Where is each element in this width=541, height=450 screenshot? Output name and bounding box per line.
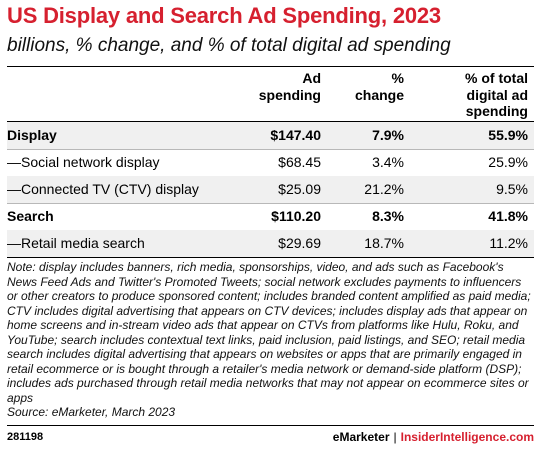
footer-rule: [7, 425, 534, 426]
table-row: —Social network display $68.45 3.4% 25.9…: [7, 149, 534, 176]
cell-pct-change: 8.3%: [372, 208, 404, 224]
brand-insiderintelligence: InsiderIntelligence.com: [400, 430, 534, 444]
table-row: —Retail media search $29.69 18.7% 11.2%: [7, 230, 534, 257]
cell-ad-spending: $25.09: [278, 181, 321, 197]
row-label: Display: [7, 127, 57, 143]
column-header-line: spending: [258, 86, 321, 103]
table-bottom-rule: [7, 257, 534, 258]
cell-ad-spending: $147.40: [270, 127, 321, 143]
cell-pct-total: 9.5%: [496, 181, 528, 197]
brand-separator: |: [393, 430, 397, 444]
cell-pct-change: 3.4%: [372, 154, 404, 170]
row-divider: [7, 203, 534, 204]
row-label: Search: [7, 208, 54, 224]
column-header-line: % of total: [465, 70, 528, 86]
table-row: —Connected TV (CTV) display $25.09 21.2%…: [7, 176, 534, 203]
row-label: —Social network display: [7, 154, 160, 170]
chart-subtitle: billions, % change, and % of total digit…: [7, 35, 451, 56]
header-bottom-rule: [7, 121, 534, 122]
column-header-line: digital ad: [466, 86, 528, 103]
column-header-pct-change: % change: [355, 70, 404, 103]
cell-ad-spending: $29.69: [278, 235, 321, 251]
column-header-pct-total: % of total digital ad spending: [465, 70, 528, 120]
cell-pct-total: 55.9%: [488, 127, 528, 143]
footnote: Note: display includes banners, rich med…: [7, 260, 534, 420]
header-top-rule: [7, 66, 534, 67]
cell-ad-spending: $68.45: [278, 154, 321, 170]
row-label: —Retail media search: [7, 235, 145, 251]
cell-pct-change: 18.7%: [364, 235, 404, 251]
table-row: Search $110.20 8.3% 41.8%: [7, 203, 534, 230]
cell-pct-total: 41.8%: [488, 208, 528, 224]
column-header-line: %: [391, 70, 404, 86]
table-row: Display $147.40 7.9% 55.9%: [7, 122, 534, 149]
chart-id: 281198: [7, 431, 44, 443]
column-header-line: Ad: [302, 70, 321, 86]
cell-pct-total: 11.2%: [489, 235, 528, 251]
column-header-ad-spending: Ad spending: [259, 70, 321, 103]
column-header-line: change: [354, 86, 404, 103]
note-text: Note: display includes banners, rich med…: [7, 260, 531, 405]
cell-pct-total: 25.9%: [488, 154, 528, 170]
source-text: Source: eMarketer, March 2023: [7, 405, 176, 419]
column-header-line: spending: [465, 103, 528, 119]
cell-pct-change: 7.9%: [372, 127, 404, 143]
cell-ad-spending: $110.20: [271, 208, 321, 224]
footer-brand: eMarketer | InsiderIntelligence.com: [333, 430, 534, 444]
cell-pct-change: 21.2%: [364, 181, 404, 197]
row-label: —Connected TV (CTV) display: [7, 181, 199, 197]
row-divider: [7, 149, 534, 150]
chart-title: US Display and Search Ad Spending, 2023: [7, 3, 441, 28]
brand-emarketer: eMarketer: [332, 430, 390, 444]
